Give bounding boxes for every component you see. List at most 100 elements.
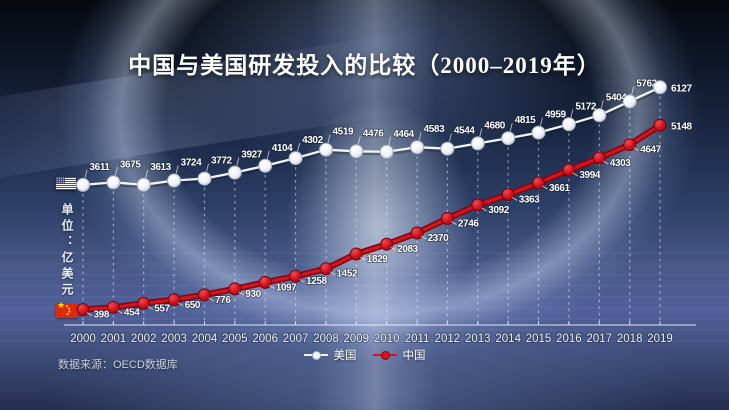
us-data-point <box>319 142 333 157</box>
cn-value-label: 398 <box>94 310 110 321</box>
cn-data-point <box>592 151 606 165</box>
x-tick-label: 2007 <box>283 333 309 345</box>
cn-value-label: 2370 <box>428 233 449 244</box>
us-label-leader <box>145 169 149 178</box>
cn-data-point <box>380 237 394 251</box>
x-tick-label: 2017 <box>587 333 613 345</box>
us-label-leader <box>600 100 604 109</box>
us-label-leader <box>509 123 513 132</box>
cn-value-label: 557 <box>154 303 170 314</box>
x-tick-label: 2013 <box>465 333 491 345</box>
x-tick-label: 2014 <box>495 333 521 345</box>
us-value-label: 5404 <box>606 92 627 103</box>
cn-value-label: 3994 <box>579 170 600 181</box>
cn-data-point <box>319 262 333 276</box>
x-tick-label: 2011 <box>405 333 430 345</box>
cn-value-label: 2746 <box>458 219 479 230</box>
x-tick-label: 2019 <box>647 333 673 345</box>
cn-value-label: 1097 <box>276 282 297 293</box>
us-value-label: 4680 <box>484 120 505 131</box>
us-label-leader <box>540 117 543 126</box>
cn-data-point <box>410 226 424 240</box>
chart-title: 中国与美国研发投入的比较（2000–2019年） <box>128 53 601 78</box>
x-tick-label: 2004 <box>192 333 218 345</box>
us-value-label: 4583 <box>424 124 445 135</box>
cn-data-point <box>653 118 667 132</box>
us-data-point <box>531 125 546 140</box>
cn-data-point <box>623 138 637 152</box>
us-value-label: 4815 <box>515 115 536 126</box>
cn-data-point <box>228 282 242 296</box>
us-value-label: 3772 <box>211 156 232 167</box>
us-label-leader <box>236 157 240 166</box>
cn-label-leader <box>572 172 579 177</box>
cn-value-label: 1258 <box>306 276 327 287</box>
cn-label-leader <box>268 285 275 289</box>
x-tick-label: 2016 <box>556 333 582 345</box>
cn-data-point <box>198 288 211 302</box>
us-label-leader <box>266 150 270 159</box>
cn-label-leader <box>420 235 427 240</box>
x-tick-label: 2015 <box>526 333 552 345</box>
us-data-point <box>379 144 394 159</box>
us-data-point <box>501 131 516 146</box>
x-tick-label: 2005 <box>222 333 248 345</box>
us-data-point <box>76 177 90 192</box>
us-label-leader <box>115 167 118 176</box>
us-value-label: 4544 <box>454 126 475 137</box>
cn-data-point <box>562 163 576 177</box>
cn-data-point <box>167 293 181 307</box>
legend-label-china: 中国 <box>402 350 426 362</box>
cn-label-leader <box>208 297 214 302</box>
us-data-point <box>167 173 182 188</box>
data-source-note: 数据来源：OECD数据库 <box>58 359 178 371</box>
us-value-label: 3611 <box>90 162 111 173</box>
cn-label-leader <box>511 197 518 201</box>
us-data-point <box>470 136 485 151</box>
us-value-label: 4104 <box>272 143 293 154</box>
cn-data-point <box>501 188 515 201</box>
cn-flag-icon: ★ <box>56 300 78 318</box>
cn-label-leader <box>542 185 548 190</box>
x-tick-label: 2012 <box>435 333 461 345</box>
us-data-point <box>592 108 607 123</box>
cn-label-leader <box>360 256 366 261</box>
cn-label-leader <box>481 207 488 212</box>
x-tick-label: 2001 <box>101 333 127 345</box>
us-data-point <box>288 151 303 166</box>
cn-label-leader <box>117 310 123 314</box>
cn-value-label: 3661 <box>549 183 570 194</box>
cn-label-leader <box>390 246 396 251</box>
us-label-leader <box>418 132 422 141</box>
us-label-leader <box>388 136 392 145</box>
us-value-label: 5172 <box>575 101 596 112</box>
cn-value-label: 3363 <box>519 195 540 206</box>
cn-label-leader <box>147 306 153 310</box>
cn-label-leader <box>86 312 93 316</box>
cn-value-label: 1452 <box>337 269 358 280</box>
us-label-leader <box>206 163 209 172</box>
us-label-leader <box>570 109 574 118</box>
cn-label-leader <box>633 147 639 152</box>
x-tick-label: 2003 <box>161 333 187 345</box>
cn-flag-big-star-icon: ★ <box>57 300 66 310</box>
cn-data-point <box>532 176 545 190</box>
cn-label-leader <box>603 160 609 165</box>
x-tick-label: 2002 <box>131 333 157 345</box>
cn-value-label: 4303 <box>610 158 631 169</box>
cn-value-label: 1829 <box>367 254 388 265</box>
unit-label: 单位：亿美元 <box>60 203 74 299</box>
us-data-point <box>197 171 212 186</box>
cn-data-point <box>106 300 120 314</box>
us-value-label: 4519 <box>333 127 354 138</box>
us-value-label: 3724 <box>181 158 202 169</box>
us-label-leader <box>297 143 300 152</box>
us-label-leader <box>479 128 483 137</box>
x-tick-label: 2010 <box>374 333 400 345</box>
cn-label-leader <box>451 221 457 225</box>
us-label-leader <box>84 169 88 178</box>
x-tick-label: 2008 <box>313 333 339 345</box>
cn-label-leader <box>329 271 336 276</box>
